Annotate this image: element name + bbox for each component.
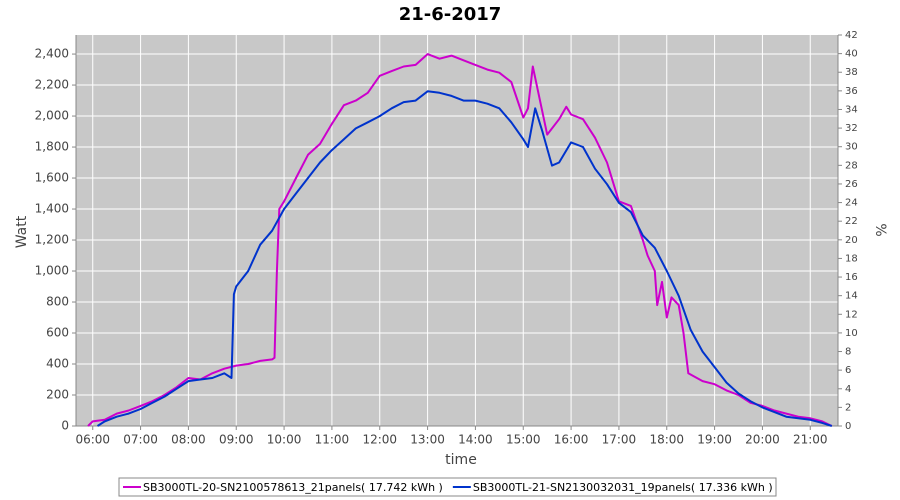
y-tick-label: 600 [46,326,69,340]
y-tick-label: 0 [61,419,69,433]
x-tick-label: 08:00 [171,433,206,447]
y2-tick-label: 20 [845,235,858,246]
series-line [87,53,833,427]
y-tick-label: 400 [46,357,69,371]
y2-tick-label: 36 [845,86,858,97]
y2-tick-label: 34 [845,104,858,115]
legend [118,477,777,497]
x-tick-label: 09:00 [219,433,254,447]
y2-tick-label: 10 [845,328,858,339]
legend-label: SB3000TL-20-SN2100578613_21panels( 17.74… [143,481,443,494]
y2-tick-label: 40 [845,49,858,60]
y2-tick-label: 22 [845,216,858,227]
x-tick-label: 13:00 [410,433,445,447]
y2-axis-label: % [872,223,888,236]
y-tick-label: 2,000 [35,109,69,123]
x-tick-label: 07:00 [123,433,158,447]
y2-tick-label: 26 [845,179,858,190]
x-tick-label: 06:00 [75,433,110,447]
y-tick-label: 1,800 [35,140,69,154]
y2-tick-label: 6 [845,365,851,376]
y2-tick-label: 24 [845,198,858,209]
y2-tick-label: 14 [845,291,858,302]
series-line [96,90,833,427]
y2-tick-label: 30 [845,142,858,153]
x-tick-label: 15:00 [506,433,541,447]
x-tick-label: 12:00 [362,433,397,447]
y2-tick-label: 12 [845,309,858,320]
y2-tick-label: 42 [845,30,858,41]
y2-tick-label: 16 [845,272,858,283]
y-tick-label: 1,400 [35,202,69,216]
x-tick-label: 16:00 [554,433,589,447]
x-tick-label: 19:00 [697,433,732,447]
y2-tick-label: 28 [845,160,858,171]
y-tick-label: 2,200 [35,78,69,92]
y-tick-label: 1,200 [35,233,69,247]
y-tick-label: 200 [46,388,69,402]
y-tick-label: 800 [46,295,69,309]
x-tick-label: 11:00 [315,433,350,447]
x-tick-label: 14:00 [458,433,493,447]
chart-title: 21-6-2017 [399,4,502,25]
y2-tick-label: 8 [845,347,851,358]
x-tick-label: 17:00 [602,433,637,447]
y-axis-label: Watt [14,215,30,248]
y-tick-label: 1,600 [35,171,69,185]
x-tick-label: 21:00 [793,433,828,447]
y2-tick-label: 4 [845,384,851,395]
plot-area [76,35,838,426]
y2-tick-label: 18 [845,253,858,264]
x-axis-label: time [445,452,477,468]
x-tick-label: 18:00 [649,433,684,447]
legend-label: SB3000TL-21-SN2130032031_19panels( 17.33… [473,481,773,494]
y2-tick-label: 0 [845,421,851,432]
y2-tick-label: 38 [845,67,858,78]
y-tick-label: 1,000 [35,264,69,278]
y2-tick-label: 32 [845,123,858,134]
y-tick-label: 2,400 [35,47,69,61]
x-tick-label: 10:00 [267,433,302,447]
x-tick-label: 20:00 [745,433,780,447]
y2-tick-label: 2 [845,402,851,413]
